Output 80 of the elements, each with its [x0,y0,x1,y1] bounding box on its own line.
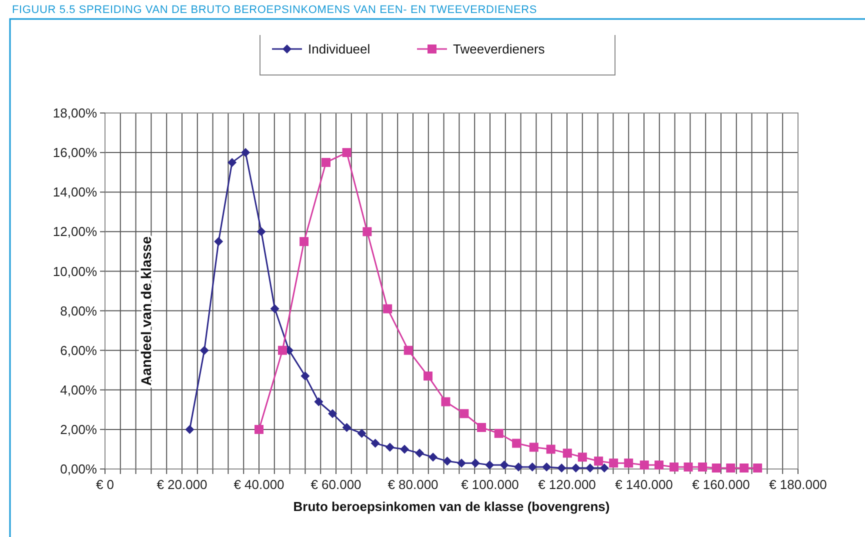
y-tick-label: 16,00% [52,145,98,160]
point [441,397,450,406]
point [185,424,194,434]
y-tick-label: 2,00% [60,422,98,437]
x-tick-label: € 80.000 [388,477,438,492]
point [362,227,372,236]
point [640,460,649,470]
x-tick-label: € 20.000 [156,477,208,492]
x-tick-label: € 140.000 [615,477,673,492]
point [514,462,523,472]
y-tick-label: 6,00% [60,342,98,358]
point [256,227,266,236]
point [342,148,352,158]
point [594,456,604,466]
point [485,460,494,470]
point [383,304,392,314]
y-tick-label: 18,00% [52,106,98,121]
y-tick-label: 0,00% [60,462,98,477]
point [477,422,486,432]
point [228,158,237,167]
point [609,458,618,468]
point [428,452,438,462]
point [457,458,466,468]
point [400,444,410,454]
point [670,462,679,472]
x-axis-title: Bruto beroepsinkomen van de klasse (bovengrens) [293,499,610,514]
y-tick-label: 12,00% [52,224,98,240]
x-tick-label: € 40.000 [234,477,284,492]
point [278,346,287,355]
chart-title: FIGUUR 5.5 SPREIDING VAN DE BRUTO BEROEPSINKOMENS VAN EEN- EN TWEEVERDIENERS [12,4,538,16]
point [684,462,693,472]
point [740,464,749,473]
point [270,304,280,314]
point [404,346,413,355]
y-tick-label: 8,00% [60,303,98,318]
y-tick-label: 10,00% [52,264,98,279]
point [214,237,224,246]
point [370,438,380,448]
x-tick-label: € 120.000 [538,477,596,492]
point [300,237,309,246]
point [321,158,330,167]
point [578,452,587,462]
point [529,442,538,452]
point [300,372,310,381]
point [342,422,352,432]
point [542,462,552,472]
point [494,428,504,438]
point [528,462,537,472]
point [460,409,469,418]
point [385,442,394,452]
point [314,397,324,406]
point [512,438,522,448]
point [654,460,664,470]
x-tick-label: € 0 [96,477,114,492]
legend-label: Individueel [308,42,370,57]
x-tick-label: € 180.000 [769,477,827,492]
point [442,456,452,466]
point [241,148,250,158]
x-tick-label: € 100.000 [461,477,519,492]
point [470,458,480,468]
x-tick-label: € 60.000 [310,477,362,492]
y-tick-label: 14,00% [52,184,98,200]
point [200,346,209,355]
x-tick-label: € 160.000 [692,477,750,492]
point [571,464,580,473]
y-tick-label: 4,00% [60,382,98,398]
point [600,464,609,473]
point [586,464,595,473]
point [328,409,338,418]
point [415,448,424,458]
point [546,444,556,454]
y-axis-title: Aandeel van de klasse [138,236,154,386]
point [357,428,366,438]
legend-label: Tweeverdieners [453,42,546,57]
point [624,458,634,468]
point [500,460,509,470]
point [698,462,708,472]
point [562,448,572,458]
point [254,424,264,434]
point [424,372,433,381]
